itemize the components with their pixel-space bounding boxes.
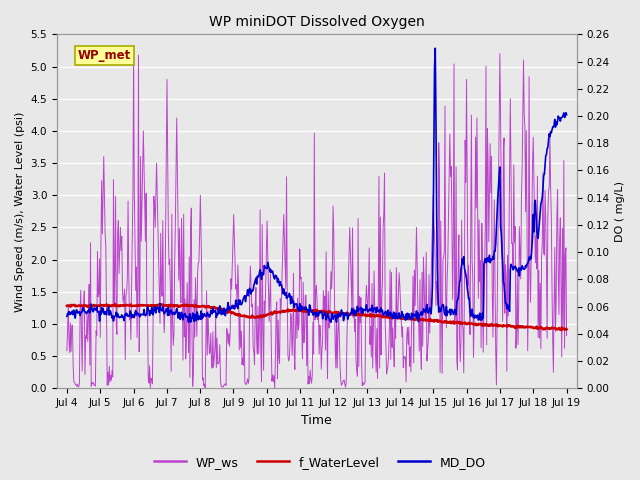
Y-axis label: Wind Speed (m/s), Water Level (psi): Wind Speed (m/s), Water Level (psi)	[15, 111, 25, 312]
Text: WP_met: WP_met	[77, 49, 131, 62]
X-axis label: Time: Time	[301, 414, 332, 427]
Y-axis label: DO ( mg/L): DO ( mg/L)	[615, 181, 625, 242]
Title: WP miniDOT Dissolved Oxygen: WP miniDOT Dissolved Oxygen	[209, 15, 424, 29]
Legend: WP_ws, f_WaterLevel, MD_DO: WP_ws, f_WaterLevel, MD_DO	[149, 451, 491, 474]
